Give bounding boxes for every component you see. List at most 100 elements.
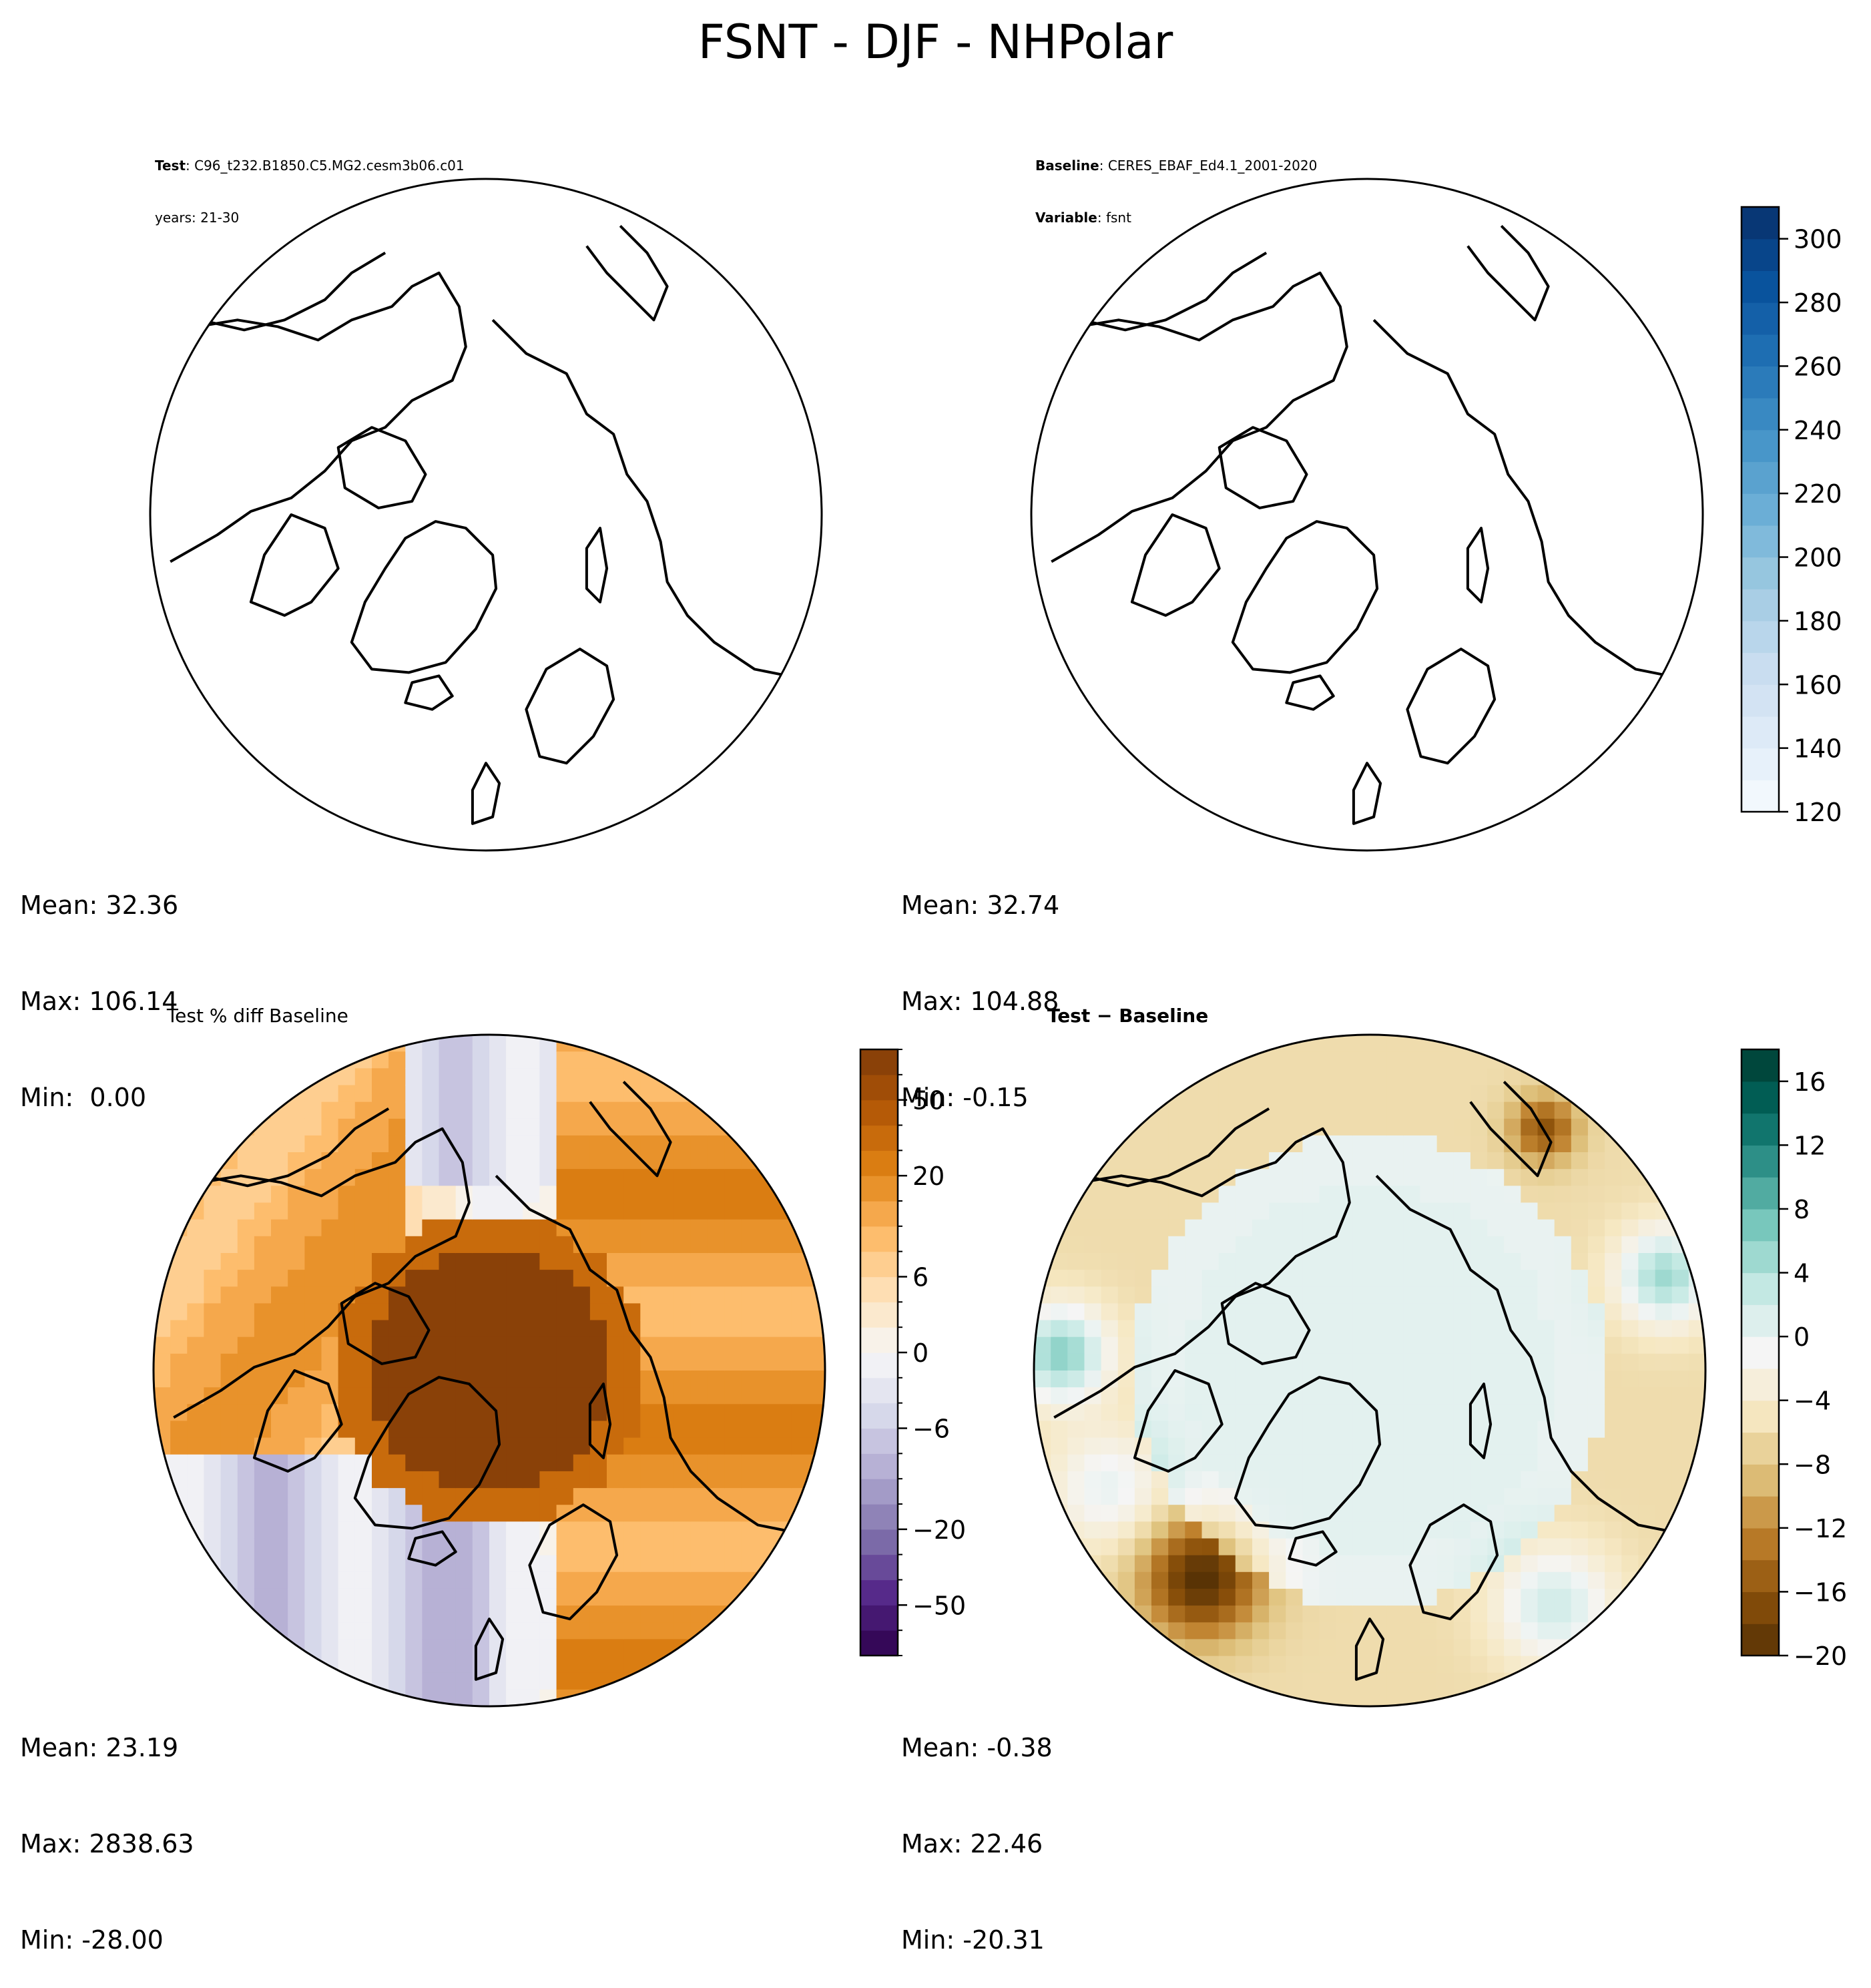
baseline-max: Max: 104.88 bbox=[901, 987, 1059, 1016]
colorbar-band bbox=[860, 1302, 898, 1328]
colorbar-band bbox=[1742, 1272, 1779, 1305]
coastline-uk bbox=[1354, 1618, 1385, 1681]
colorbar-band bbox=[860, 1251, 898, 1278]
colorbar-band bbox=[1742, 1177, 1779, 1210]
colorbar-band bbox=[1742, 207, 1779, 240]
colorbar-band bbox=[1742, 302, 1779, 335]
colorbar-tick-label: −4 bbox=[1794, 1387, 1831, 1416]
test-stats: Mean: 32.36 Max: 106.14 Min: 0.00 bbox=[20, 825, 178, 1146]
colorbar-pct-diff: −50 −20 −6 0 6 20 50 bbox=[859, 1048, 966, 1657]
map-boundary-pct_diff bbox=[152, 1033, 826, 1708]
colorbar-band bbox=[1742, 1336, 1779, 1369]
coastline-hudson bbox=[249, 513, 340, 617]
colorbar-band bbox=[1742, 1624, 1779, 1656]
baseline-stats: Mean: 32.74 Max: 104.88 Min: -0.15 bbox=[901, 825, 1059, 1146]
colorbar-band bbox=[1742, 652, 1779, 685]
coastline-scandinavia bbox=[525, 648, 615, 765]
colorbar-tick-label: 50 bbox=[912, 1086, 945, 1115]
colorbar-band bbox=[1742, 684, 1779, 717]
colorbar-band bbox=[1742, 493, 1779, 526]
map-panel-diff bbox=[1033, 1033, 1707, 1708]
colorbar-band bbox=[860, 1276, 898, 1302]
colorbar-tick-label: 280 bbox=[1794, 288, 1842, 318]
colorbar-tick-label: 260 bbox=[1794, 352, 1842, 381]
baseline-mean: Mean: 32.74 bbox=[901, 891, 1060, 920]
colorbar-band bbox=[1742, 1591, 1779, 1624]
colorbar-band bbox=[1742, 1464, 1779, 1497]
colorbar-tick-label: 160 bbox=[1794, 670, 1842, 700]
colorbar-band bbox=[1742, 1559, 1779, 1592]
coastline-uk bbox=[1352, 762, 1382, 825]
colorbar-tick-label: 8 bbox=[1794, 1195, 1810, 1224]
colorbar-band bbox=[1742, 620, 1779, 654]
coastline-siberia bbox=[1372, 318, 1670, 678]
baseline-panel-title: Baseline: CERES_EBAF_Ed4.1_2001-2020 Var… bbox=[1035, 158, 1318, 226]
colorbar-tick-label: 0 bbox=[912, 1338, 928, 1368]
colorbar-frame bbox=[1740, 206, 1780, 813]
coastline-novaya bbox=[588, 1383, 612, 1459]
colorbar-band bbox=[860, 1049, 898, 1075]
colorbar-band bbox=[860, 1226, 898, 1252]
coastline-siberia bbox=[491, 318, 789, 678]
colorbar-band bbox=[1742, 398, 1779, 431]
colorbar-band bbox=[1742, 716, 1779, 749]
field-diff bbox=[1034, 1035, 1705, 1706]
colorbar-band bbox=[1742, 780, 1779, 812]
colorbar-band bbox=[1742, 1081, 1779, 1114]
coastline-kamchatka bbox=[589, 1080, 672, 1178]
colorbar-band bbox=[860, 1554, 898, 1581]
colorbar-diff: −20 −16 −12 −8 −4 0 4 8 12 16 bbox=[1740, 1048, 1847, 1671]
colorbar-frame bbox=[1740, 1048, 1780, 1657]
colorbar-tick-label: −20 bbox=[1794, 1642, 1847, 1671]
colorbar-baseline: 120 140 160 180 200 220 240 260 280 300 bbox=[1740, 206, 1842, 827]
diff-min: Min: -20.31 bbox=[901, 1925, 1045, 1955]
colorbar-tick-label: 0 bbox=[1794, 1322, 1810, 1352]
colorbar-tick-label: 120 bbox=[1794, 798, 1842, 827]
colorbar-band bbox=[1742, 1400, 1779, 1433]
colorbar-band bbox=[1742, 429, 1779, 463]
colorbar-tick-label: −50 bbox=[912, 1591, 966, 1620]
colorbar-band bbox=[1742, 557, 1779, 589]
colorbar-band bbox=[860, 1504, 898, 1530]
colorbar-band bbox=[1742, 1496, 1779, 1529]
coastline-iceland bbox=[404, 674, 454, 711]
colorbar-tick-label: 240 bbox=[1794, 416, 1842, 445]
coastline-siberia bbox=[495, 1174, 792, 1533]
coastline-islands bbox=[1220, 1282, 1311, 1365]
diff-panel-title: Test − Baseline bbox=[1047, 1005, 1209, 1027]
coastline-kamchatka bbox=[1466, 224, 1550, 322]
coastline-greenland bbox=[353, 1376, 501, 1530]
colorbar-band bbox=[1742, 525, 1779, 558]
colorbar-band bbox=[1742, 1368, 1779, 1401]
test-panel-title: Test: C96_t232.B1850.C5.MG2.cesm3b06.c01… bbox=[155, 158, 465, 226]
colorbar-band bbox=[1742, 461, 1779, 494]
colorbar-band bbox=[860, 1579, 898, 1605]
map-background-baseline bbox=[1031, 179, 1703, 850]
colorbar-tick-label: 220 bbox=[1794, 479, 1842, 509]
test-max: Max: 106.14 bbox=[20, 987, 178, 1016]
pct-diff-panel-title: Test % diff Baseline bbox=[166, 1005, 348, 1027]
colorbar-tick-label: −16 bbox=[1794, 1577, 1847, 1607]
coastline-canada bbox=[1037, 271, 1348, 563]
map-boundary-test bbox=[149, 178, 823, 852]
coastline-hudson bbox=[1130, 513, 1221, 617]
colorbar-band bbox=[1742, 1208, 1779, 1242]
colorbar-tick-label: 12 bbox=[1794, 1131, 1826, 1160]
colorbar-band bbox=[860, 1327, 898, 1353]
colorbar-band bbox=[860, 1176, 898, 1202]
coastline-kamchatka bbox=[585, 224, 669, 322]
map-background-test bbox=[150, 179, 822, 850]
baseline-min: Min: -0.15 bbox=[901, 1083, 1029, 1112]
figure-title: FSNT - DJF - NHPolar bbox=[698, 15, 1173, 69]
coastline-novaya bbox=[1468, 1383, 1493, 1459]
coastline-canada bbox=[160, 1127, 471, 1419]
coastline-scandinavia bbox=[1408, 1503, 1499, 1621]
colorbar-band bbox=[1742, 1527, 1779, 1561]
colorbar-band bbox=[860, 1428, 898, 1454]
coastline-greenland bbox=[1231, 520, 1379, 674]
figure-canvas: 120140160180200220240260280300−50−20−606… bbox=[149, 178, 1847, 1708]
colorbar-band bbox=[860, 1099, 898, 1126]
coastline-greenland bbox=[350, 520, 498, 674]
colorbar-band bbox=[1742, 1240, 1779, 1274]
colorbar-band bbox=[860, 1605, 898, 1631]
